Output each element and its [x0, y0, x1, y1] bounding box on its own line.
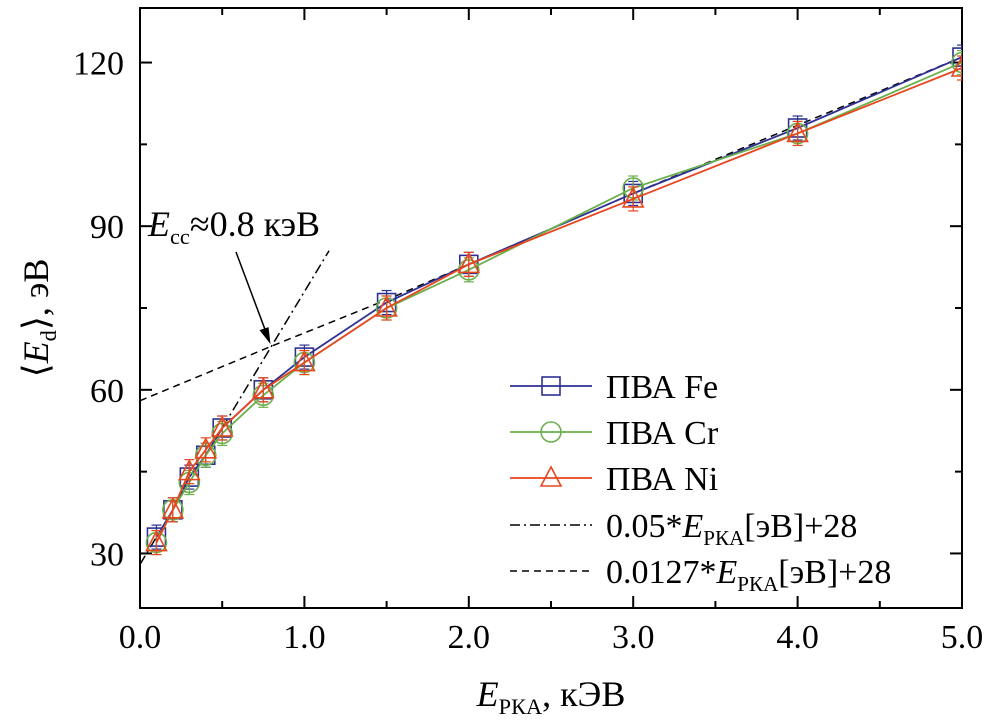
legend-label: ПВА Fe [606, 369, 718, 406]
legend-label: ПВА Ni [606, 461, 718, 498]
series-line [155, 67, 962, 543]
legend: ПВА Fe ПВА Cr ПВА Ni 0.05*EРКА[эВ]+280.0127… [510, 369, 891, 596]
data-point [457, 251, 481, 274]
x-tick-label: 5.0 [941, 619, 984, 656]
data-point [375, 295, 398, 317]
x-tick-label: 4.0 [776, 619, 819, 656]
data-point [621, 186, 645, 208]
x-tick-label: 0.0 [119, 619, 162, 656]
data-point [177, 458, 201, 481]
x-tick-label: 3.0 [612, 619, 655, 656]
data-point [161, 497, 185, 519]
annotation-text: Ecc≈0.8 кэВ [147, 204, 320, 249]
axis-labels: EРКА, кЭВ ⟨Ed⟩, эВ [16, 259, 625, 719]
data-point [786, 120, 809, 143]
series-circle [145, 49, 962, 556]
data-point [293, 349, 316, 372]
axes: 0.0 1.0 2.0 3.0 4.0 5.0 30 60 90 120 [73, 7, 984, 656]
legend-marker [541, 376, 561, 396]
series-line [155, 56, 962, 538]
annotation-arrow-line [235, 251, 269, 337]
x-tick-label: 1.0 [283, 619, 326, 656]
x-tick-label: 2.0 [448, 619, 491, 656]
annotation: Ecc≈0.8 кэВ [147, 204, 320, 345]
y-axis-label: ⟨Ed⟩, эВ [16, 259, 61, 378]
legend-marker [539, 465, 563, 487]
legend-label: 0.0127*EРКА[эВ]+28 [606, 554, 891, 596]
y-tick-label: 120 [73, 46, 124, 83]
data-point [951, 51, 962, 74]
annotation-arrowhead [259, 327, 271, 345]
series-line [155, 61, 962, 543]
legend-label: ПВА Cr [606, 415, 719, 452]
data-point [251, 377, 275, 399]
fit-lines [140, 56, 962, 565]
data-point [950, 55, 962, 77]
y-tick-label: 60 [90, 373, 124, 410]
series-square [146, 44, 962, 550]
data-series [145, 44, 962, 556]
data-point [210, 415, 234, 437]
legend-label: 0.05*EРКА[эВ]+28 [606, 508, 857, 550]
series-triangle [145, 55, 962, 556]
y-tick-label: 90 [90, 209, 124, 246]
data-point [145, 529, 168, 552]
legend-marker [540, 421, 562, 443]
x-axis-label: EРКА, кЭВ [476, 674, 626, 719]
y-tick-label: 30 [90, 536, 124, 573]
data-point [194, 437, 218, 459]
